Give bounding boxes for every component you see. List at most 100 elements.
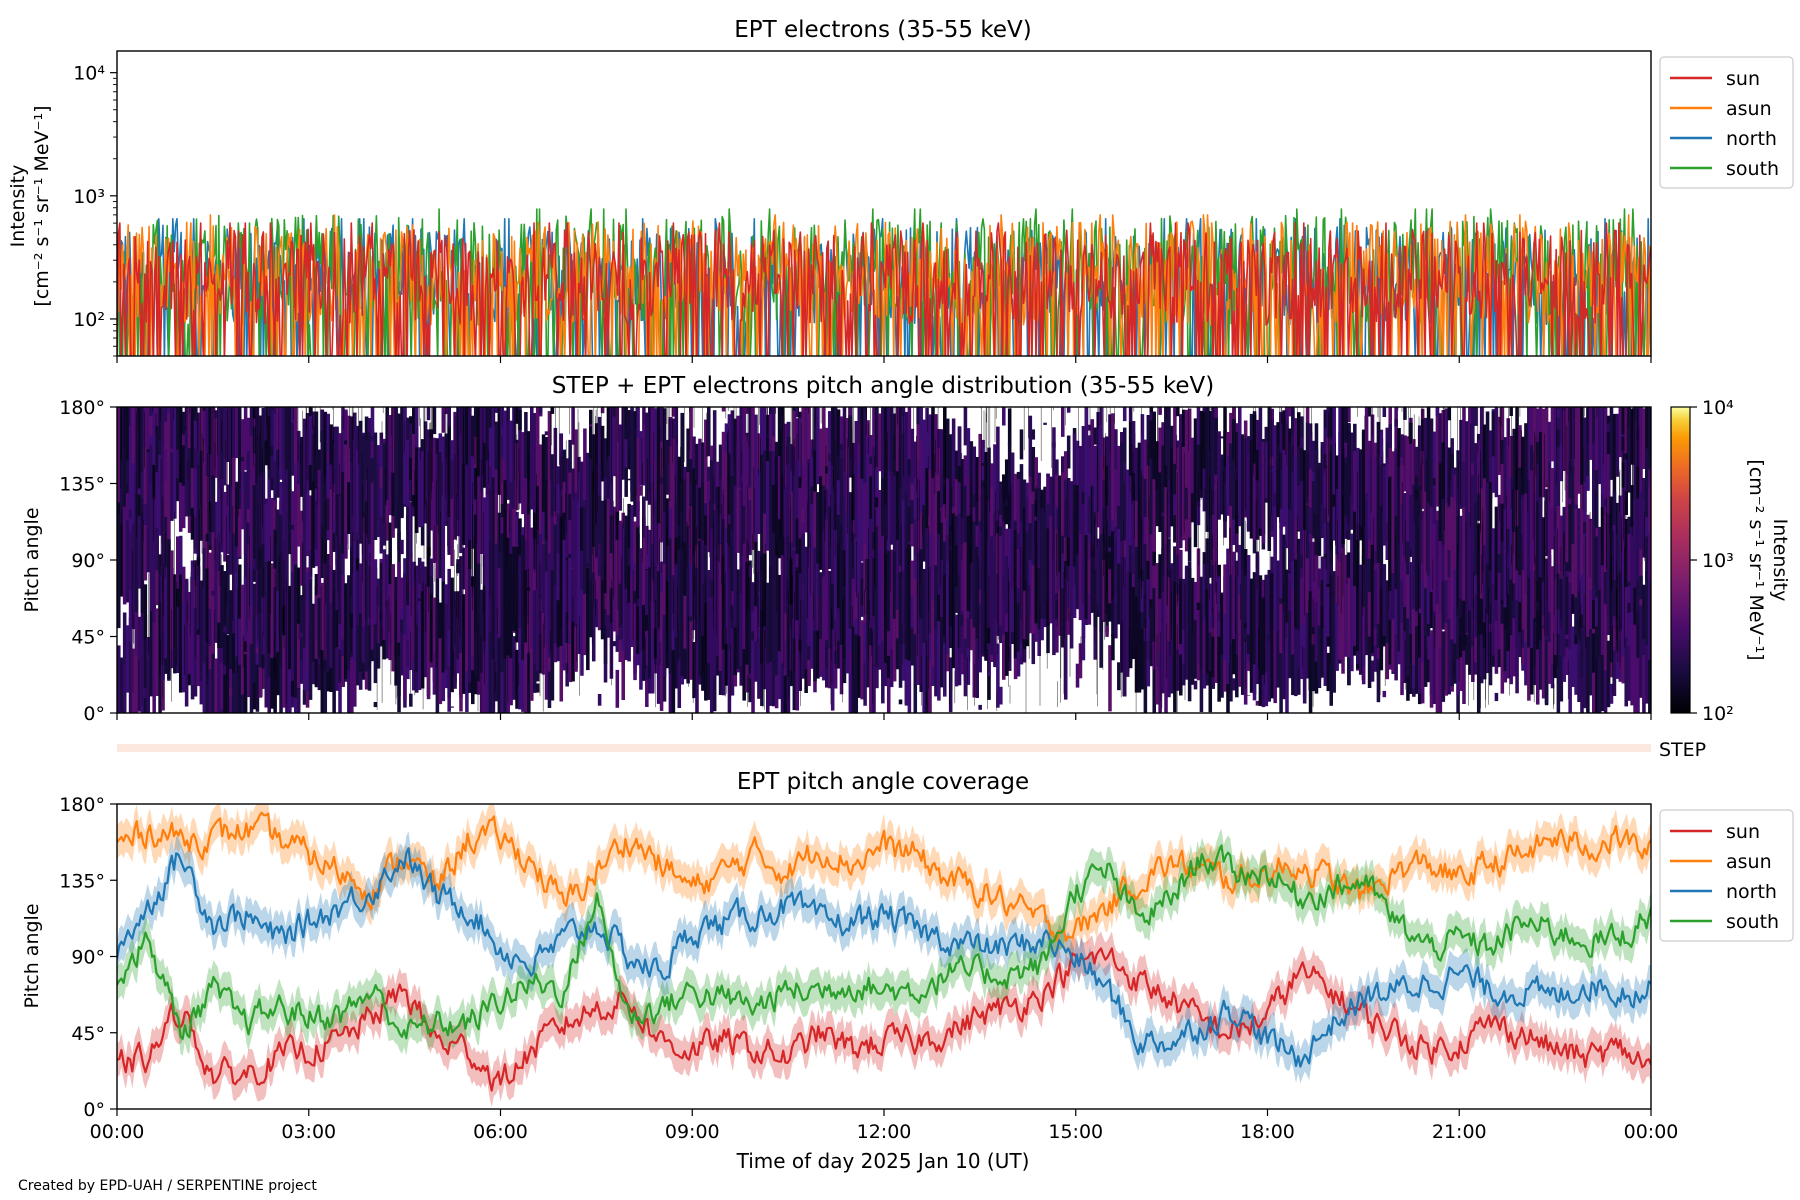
heatmap-cell: [624, 439, 628, 468]
heatmap-cell: [1273, 630, 1277, 704]
heatmap-cell: [1117, 526, 1121, 583]
heatmap-cell: [1553, 470, 1558, 580]
heatmap-cell: [975, 525, 979, 639]
heatmap-cell: [1441, 631, 1446, 702]
heatmap-cell: [1364, 523, 1369, 656]
heatmap-cell: [367, 566, 372, 618]
heatmap-cell: [524, 412, 528, 492]
heatmap-cell: [456, 454, 460, 524]
heatmap-cell: [662, 563, 667, 620]
heatmap-cell: [550, 516, 555, 588]
heatmap-cell: [1052, 427, 1056, 448]
heatmap-cell: [848, 492, 853, 594]
heatmap-cell: [910, 428, 915, 500]
heatmap-cell: [344, 531, 348, 559]
heatmap-cell: [1332, 494, 1336, 507]
heatmap-cell: [255, 615, 260, 665]
heatmap-cell: [889, 549, 894, 650]
heatmap-cell: [1527, 407, 1531, 482]
heatmap-cell: [1329, 451, 1333, 551]
heatmap-cell: [568, 521, 572, 644]
heatmap-cell: [981, 482, 985, 487]
heatmap-cell: [636, 587, 640, 654]
heatmap-cell: [432, 653, 437, 695]
heatmap-cell: [1356, 480, 1360, 524]
heatmap-cell: [462, 464, 466, 545]
heatmap-cell: [1279, 452, 1283, 509]
heatmap-cell: [724, 528, 729, 644]
heatmap-cell: [562, 539, 566, 671]
heatmap-cell: [447, 630, 451, 667]
heatmap-cell: [1122, 407, 1127, 422]
heatmap-cell: [193, 517, 198, 550]
heatmap-cell: [1385, 441, 1390, 458]
heatmap-cell: [801, 465, 805, 549]
heatmap-cell: [344, 409, 348, 441]
heatmap-cell: [1382, 564, 1387, 636]
heatmap-cell: [1096, 412, 1100, 513]
heatmap-cell: [441, 407, 446, 433]
heatmap-cell: [134, 612, 139, 656]
heatmap-cell: [709, 547, 714, 582]
heatmap-cell: [137, 407, 142, 430]
heatmap-cell: [1538, 494, 1543, 578]
heatmap-cell: [282, 407, 286, 513]
heatmap-cell: [176, 606, 180, 673]
heatmap-cell: [161, 442, 165, 544]
heatmap-cell: [627, 548, 631, 566]
heatmap-cell: [1114, 538, 1118, 639]
heatmap-cell: [482, 407, 487, 470]
heatmap-cell: [420, 582, 425, 591]
heatmap-cell: [1167, 641, 1171, 698]
heatmap-cell: [1317, 467, 1322, 556]
panel1-plot-area: [116, 50, 1652, 357]
heatmap-cell: [892, 599, 897, 682]
heatmap-cell: [1423, 417, 1428, 513]
heatmap-cell: [822, 530, 826, 577]
heatmap-cell: [117, 407, 121, 523]
heatmap-cell: [951, 639, 956, 661]
heatmap-cell: [1013, 530, 1018, 659]
heatmap-cell: [1597, 592, 1602, 630]
heatmap-cell: [875, 533, 879, 668]
heatmap-cell: [1577, 407, 1581, 494]
heatmap-cell: [223, 665, 227, 675]
heatmap-cell: [1356, 651, 1360, 665]
heatmap-cell: [326, 498, 330, 531]
heatmap-cell: [382, 523, 387, 546]
heatmap-cell: [709, 602, 714, 713]
heatmap-cell: [500, 643, 505, 713]
heatmap-cell: [934, 639, 938, 654]
heatmap-cell: [320, 431, 325, 571]
heatmap-cell: [1639, 604, 1643, 698]
heatmap-cell: [1061, 588, 1065, 610]
heatmap-cell: [1397, 586, 1401, 652]
heatmap-cell: [1530, 470, 1534, 571]
heatmap-cell: [1627, 533, 1631, 582]
heatmap-cell: [1521, 629, 1525, 648]
heatmap-cell: [1476, 440, 1481, 494]
heatmap-cell: [869, 435, 873, 502]
heatmap-cell: [276, 407, 280, 413]
heatmap-cell: [1524, 552, 1528, 648]
heatmap-cell: [500, 551, 505, 673]
heatmap-cell: [473, 463, 478, 580]
heatmap-cell: [143, 584, 148, 640]
heatmap-cell: [1541, 408, 1546, 498]
heatmap-cell: [1229, 599, 1233, 702]
heatmap-cell: [1494, 407, 1499, 498]
heatmap-cell: [226, 407, 230, 462]
heatmap-cell: [1636, 466, 1640, 499]
heatmap-cell: [1335, 603, 1339, 671]
heatmap-cell: [589, 562, 593, 638]
heatmap-cell: [1323, 557, 1328, 569]
heatmap-cell: [178, 407, 183, 525]
heatmap-cell: [276, 407, 280, 450]
heatmap-cell: [353, 491, 357, 542]
heatmap-cell: [1264, 442, 1269, 499]
heatmap-cell: [211, 532, 215, 635]
heatmap-cell: [1046, 473, 1050, 478]
heatmap-cell: [1426, 455, 1431, 501]
heatmap-cell: [1394, 419, 1398, 427]
heatmap-cell: [1530, 407, 1534, 500]
